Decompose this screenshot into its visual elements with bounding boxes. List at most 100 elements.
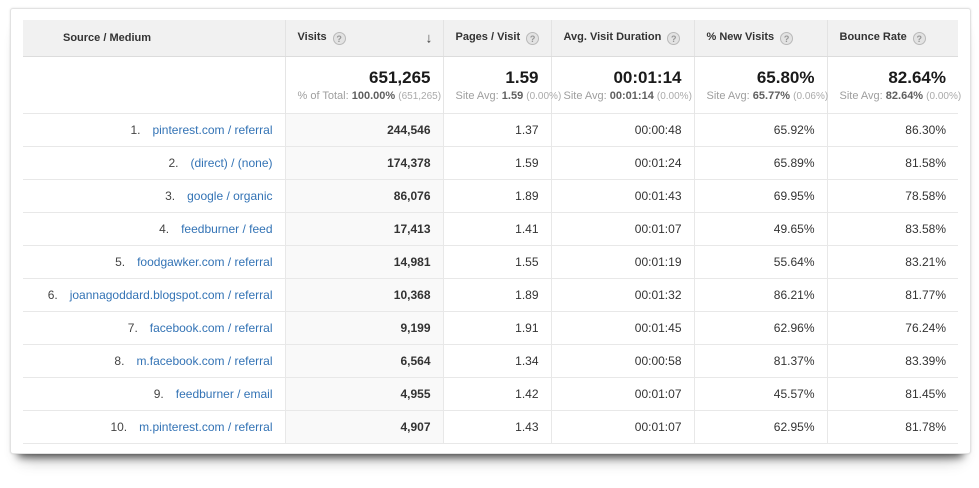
pct-new-visits-cell: 62.96%	[693, 310, 827, 344]
table-row: 6. joannagoddard.blogspot.com / referral …	[23, 277, 958, 311]
source-medium-link[interactable]: feedburner / feed	[181, 221, 273, 236]
total-visits: 651,265	[369, 68, 431, 87]
avg-visit-duration-cell: 00:01:19	[550, 244, 694, 278]
summary-bounce-rate-cell: 82.64% Site Avg: 82.64% (0.00%)	[826, 56, 961, 113]
table-row: 9. feedburner / email 4,955 1.42 00:01:07…	[23, 376, 958, 410]
visits-cell: 244,546	[284, 112, 443, 146]
help-icon[interactable]: ?	[912, 31, 926, 45]
bounce-rate-cell: 83.21%	[826, 244, 958, 278]
visits-cell: 14,981	[284, 244, 443, 278]
summary-row: 651,265 % of Total: 100.00% (651,265) 1.…	[23, 56, 961, 113]
source-medium-cell: 5. foodgawker.com / referral	[23, 244, 285, 278]
total-pages-per-visit: 1.59	[505, 68, 539, 87]
source-medium-link[interactable]: facebook.com / referral	[149, 320, 273, 335]
column-label: Visits	[297, 30, 327, 43]
table-row: 10. m.pinterest.com / referral 4,907 1.43…	[23, 409, 958, 444]
row-rank: 6.	[47, 287, 58, 302]
pages-per-visit-cell: 1.89	[442, 277, 551, 311]
source-medium-cell: 4. feedburner / feed	[23, 211, 285, 245]
column-label: Bounce Rate	[839, 30, 907, 43]
row-rank: 1.	[130, 122, 141, 137]
avg-visit-duration-cell: 00:00:48	[550, 112, 694, 146]
pages-per-visit-cell: 1.42	[442, 376, 551, 410]
column-label: % New Visits	[706, 30, 775, 43]
summary-visits-cell: 651,265 % of Total: 100.00% (651,265)	[284, 56, 443, 113]
pct-new-visits-cell: 62.95%	[693, 409, 827, 444]
bounce-rate-cell: 78.58%	[826, 178, 958, 212]
source-medium-cell: 3. google / organic	[23, 178, 285, 212]
column-header-source-medium[interactable]: Source / Medium	[23, 20, 285, 57]
column-label: Pages / Visit	[455, 30, 521, 43]
help-icon[interactable]: ?	[332, 31, 346, 45]
pages-per-visit-cell: 1.89	[442, 178, 551, 212]
column-header-pages-per-visit[interactable]: Pages / Visit?	[442, 20, 551, 57]
pct-new-visits-cell: 55.64%	[693, 244, 827, 278]
pct-new-visits-cell: 45.57%	[693, 376, 827, 410]
total-bounce-rate: 82.64%	[888, 68, 946, 87]
summary-pages-per-visit-cell: 1.59 Site Avg: 1.59 (0.00%)	[442, 56, 561, 113]
visits-pct-of-total: % of Total: 100.00% (651,265)	[297, 90, 442, 102]
row-rank: 7.	[127, 320, 138, 335]
source-medium-link[interactable]: joannagoddard.blogspot.com / referral	[69, 287, 273, 302]
source-medium-cell: 1. pinterest.com / referral	[23, 112, 285, 146]
column-label: Source / Medium	[63, 31, 152, 44]
table-row: 1. pinterest.com / referral 244,546 1.37 …	[23, 112, 958, 146]
row-rank: 2.	[168, 155, 179, 170]
source-medium-cell: 10. m.pinterest.com / referral	[23, 409, 285, 444]
source-medium-link[interactable]: google / organic	[187, 188, 273, 203]
total-pct-new-visits: 65.80%	[756, 68, 815, 87]
row-rank: 4.	[159, 221, 170, 236]
visits-cell: 4,955	[284, 376, 443, 410]
column-header-avg-visit-duration[interactable]: Avg. Visit Duration?	[550, 20, 694, 57]
pages-per-visit-cell: 1.55	[442, 244, 551, 278]
avg-visit-duration-cell: 00:01:43	[550, 178, 694, 212]
row-rank: 9.	[153, 386, 164, 401]
row-rank: 3.	[165, 188, 176, 203]
avg-visit-duration-cell: 00:00:58	[550, 343, 694, 377]
bounce-rate-cell: 83.58%	[826, 211, 958, 245]
source-medium-link[interactable]: m.pinterest.com / referral	[139, 419, 273, 434]
table-header: Source / Medium Visits? ↓ Pages / Visit?…	[23, 20, 958, 57]
pct-new-visits-cell: 49.65%	[693, 211, 827, 245]
sort-descending-icon: ↓	[425, 29, 433, 46]
visits-cell: 9,199	[284, 310, 443, 344]
visits-cell: 10,368	[284, 277, 443, 311]
summary-empty-cell	[23, 56, 285, 113]
pages-per-visit-cell: 1.41	[442, 211, 551, 245]
source-medium-link[interactable]: feedburner / email	[175, 386, 273, 401]
summary-pct-new-visits-cell: 65.80% Site Avg: 65.77% (0.06%)	[693, 56, 828, 113]
source-medium-link[interactable]: (direct) / (none)	[190, 155, 273, 170]
source-medium-cell: 2. (direct) / (none)	[23, 145, 285, 179]
pages-per-visit-cell: 1.43	[442, 409, 551, 444]
column-header-visits[interactable]: Visits? ↓	[284, 20, 443, 57]
avg-visit-duration-cell: 00:01:24	[550, 145, 694, 179]
table-row: 3. google / organic 86,076 1.89 00:01:43 …	[23, 178, 958, 212]
bounce-rate-cell: 81.45%	[826, 376, 958, 410]
row-rank: 5.	[115, 254, 126, 269]
pages-per-visit-cell: 1.34	[442, 343, 551, 377]
help-icon[interactable]: ?	[780, 31, 794, 45]
help-icon[interactable]: ?	[526, 31, 540, 45]
column-header-pct-new-visits[interactable]: % New Visits?	[693, 20, 827, 57]
visits-cell: 4,907	[284, 409, 443, 444]
help-icon[interactable]: ?	[667, 31, 681, 45]
source-medium-cell: 9. feedburner / email	[23, 376, 285, 410]
table-row: 4. feedburner / feed 17,413 1.41 00:01:07…	[23, 211, 958, 245]
source-medium-table: Source / Medium Visits? ↓ Pages / Visit?…	[23, 20, 961, 444]
table-row: 8. m.facebook.com / referral 6,564 1.34 0…	[23, 343, 958, 377]
avg-visit-duration-cell: 00:01:07	[550, 376, 694, 410]
pages-per-visit-cell: 1.37	[442, 112, 551, 146]
bounce-rate-cell: 81.78%	[826, 409, 958, 444]
column-header-bounce-rate[interactable]: Bounce Rate?	[826, 20, 958, 57]
total-avg-visit-duration: 00:01:14	[613, 68, 682, 87]
source-medium-cell: 7. facebook.com / referral	[23, 310, 285, 344]
pages-per-visit-cell: 1.59	[442, 145, 551, 179]
table-row: 2. (direct) / (none) 174,378 1.59 00:01:2…	[23, 145, 958, 179]
column-label: Avg. Visit Duration	[563, 30, 662, 43]
bounce-rate-cell: 81.58%	[826, 145, 958, 179]
bounce-rate-cell: 83.39%	[826, 343, 958, 377]
avg-visit-duration-cell: 00:01:07	[550, 211, 694, 245]
source-medium-link[interactable]: foodgawker.com / referral	[137, 254, 273, 269]
source-medium-link[interactable]: m.facebook.com / referral	[136, 353, 273, 368]
source-medium-link[interactable]: pinterest.com / referral	[152, 122, 273, 137]
